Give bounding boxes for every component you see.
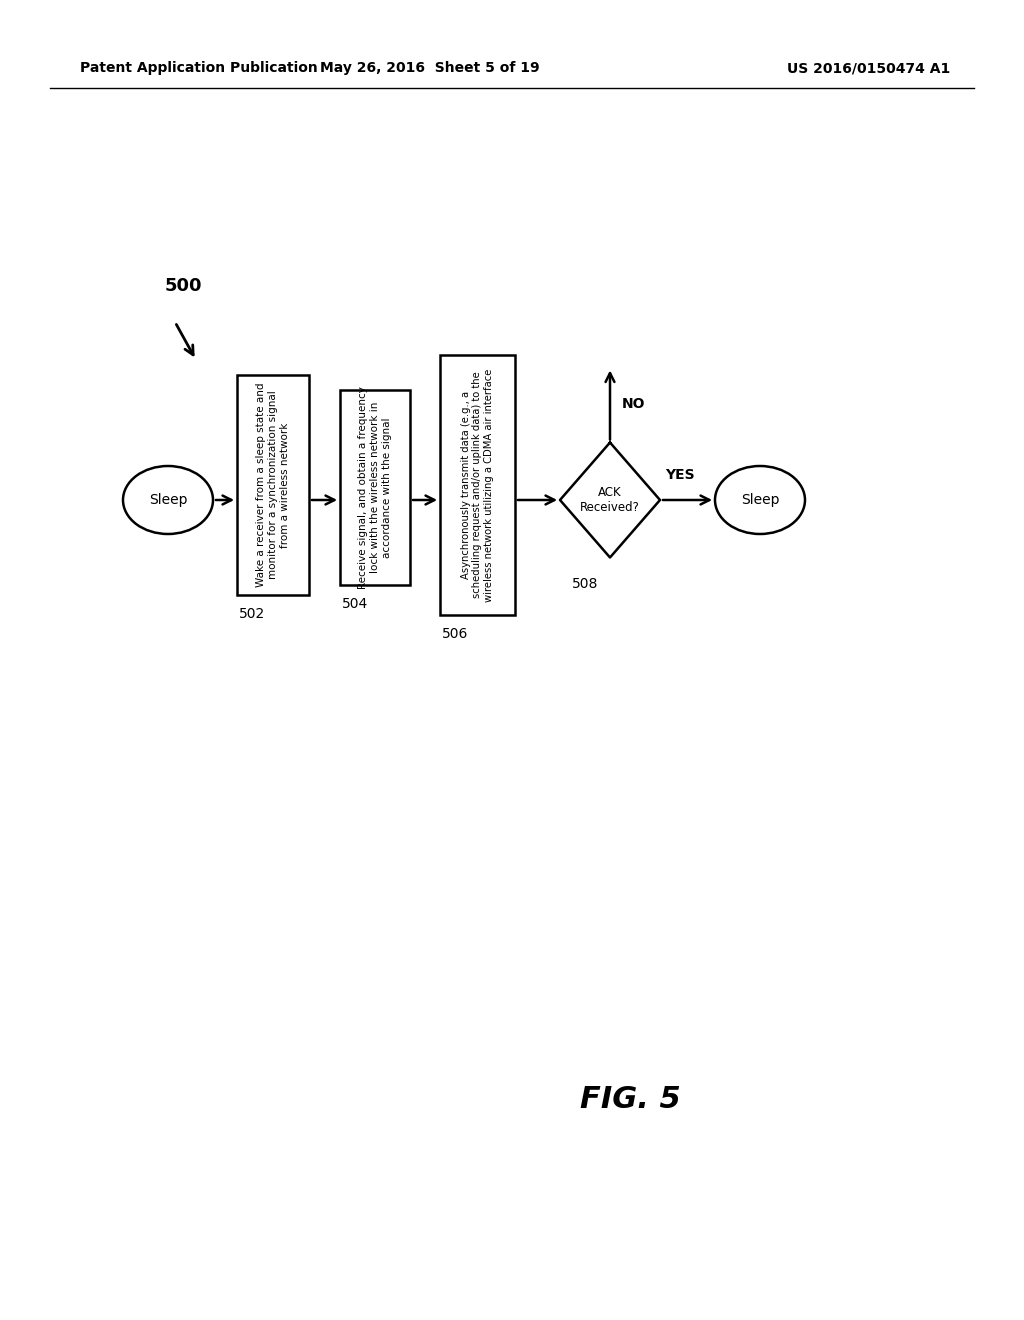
Text: Sleep: Sleep [148, 492, 187, 507]
Text: Receive signal, and obtain a frequency
lock with the wireless network in
accorda: Receive signal, and obtain a frequency l… [358, 385, 391, 589]
Text: Asynchronously transmit data (e.g., a
scheduling request and/or uplink data) to : Asynchronously transmit data (e.g., a sc… [461, 368, 495, 602]
Bar [440, 355, 515, 615]
Text: FIG. 5: FIG. 5 [580, 1085, 680, 1114]
Text: 506: 506 [442, 627, 468, 642]
Text: US 2016/0150474 A1: US 2016/0150474 A1 [786, 61, 950, 75]
Text: 502: 502 [239, 607, 265, 620]
Text: ACK
Received?: ACK Received? [580, 486, 640, 513]
Text: NO: NO [622, 397, 645, 412]
Text: 500: 500 [165, 277, 203, 294]
Text: YES: YES [666, 469, 695, 482]
Text: May 26, 2016  Sheet 5 of 19: May 26, 2016 Sheet 5 of 19 [321, 61, 540, 75]
Text: Sleep: Sleep [740, 492, 779, 507]
Text: 504: 504 [342, 597, 369, 611]
Bar [340, 389, 410, 585]
Text: 508: 508 [572, 578, 598, 591]
Text: Patent Application Publication: Patent Application Publication [80, 61, 317, 75]
Bar [237, 375, 309, 595]
Text: Wake a receiver from a sleep state and
monitor for a synchronization signal
from: Wake a receiver from a sleep state and m… [256, 383, 290, 587]
